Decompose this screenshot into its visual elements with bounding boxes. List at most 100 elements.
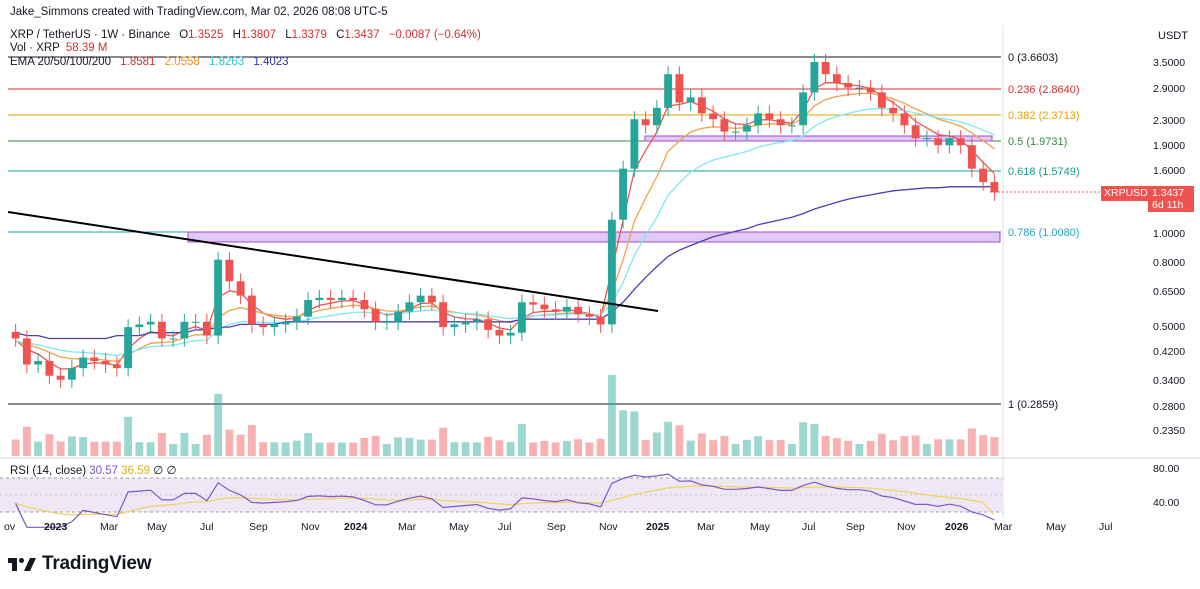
time-tick: May [147, 521, 168, 533]
fib-label-0618: 0.618 (1.5749) [1008, 166, 1080, 178]
volume-bar [697, 433, 706, 456]
candle-body [911, 125, 920, 139]
volume-bar [495, 440, 504, 456]
candle-body [45, 360, 54, 376]
volume-bar [506, 442, 515, 456]
support-zone-lower[interactable] [187, 231, 1001, 243]
candle-body [382, 321, 391, 323]
candle-body [934, 138, 943, 146]
support-zone-upper[interactable] [644, 135, 993, 142]
candle-body [652, 107, 661, 126]
tradingview-logo[interactable]: TradingView [8, 553, 152, 575]
fib-label-0236: 0.236 (2.8640) [1008, 84, 1080, 96]
candle-body [731, 131, 740, 133]
volume-bar [450, 442, 459, 456]
symbol-title[interactable]: XRP / TetherUS · 1W · Binance [10, 29, 171, 41]
volume-bar [157, 432, 166, 456]
candle-body [821, 62, 830, 75]
attribution: Jake_Simmons created with TradingView.co… [10, 6, 388, 18]
candle-body [562, 306, 571, 312]
candle-body [360, 300, 369, 310]
price-tick: 3.5000 [1153, 57, 1185, 69]
fibonacci-labels: 0 (3.6603) 0.236 (2.8640) 0.382 (2.3713)… [1008, 52, 1080, 411]
candle-body [427, 295, 436, 303]
rsi-symbol-1: ∅ [153, 465, 164, 477]
time-tick: Nov [301, 521, 320, 533]
candle-body [765, 113, 774, 120]
low-value: 1.3379 [291, 29, 327, 41]
candle-body [551, 309, 560, 312]
volume-bar [394, 437, 403, 456]
volume-bar [382, 444, 391, 456]
candle-body [22, 338, 31, 365]
time-tick: Jul [802, 521, 815, 533]
volume-bar [169, 444, 178, 456]
candle-body [866, 87, 875, 93]
candle-body [247, 295, 256, 325]
volume-bar [607, 374, 616, 456]
time-tick: Mar [994, 521, 1013, 533]
price-tick: 0.2800 [1153, 401, 1185, 413]
volume-bar [664, 421, 673, 456]
volume-bar [517, 423, 526, 456]
rsi-label[interactable]: RSI (14, close) [10, 465, 87, 477]
candle-body [754, 113, 763, 126]
candle-body [135, 324, 144, 328]
volume-bar [630, 411, 639, 456]
candle-body [349, 297, 358, 301]
volume-bar [247, 424, 256, 456]
volume-bar [124, 416, 133, 456]
symbol-line[interactable]: XRP / TetherUS · 1W · Binance O1.3525 H1… [10, 29, 481, 41]
volume-bar [439, 427, 448, 456]
volume-bar [765, 440, 774, 456]
volume-bar [225, 429, 234, 456]
candle-body [619, 168, 628, 220]
candle-body [214, 259, 223, 336]
time-tick: Sep [547, 521, 566, 533]
fib-label-0786: 0.786 (1.0080) [1008, 227, 1080, 239]
candle-body [225, 259, 234, 282]
time-axis[interactable]: ov 2023 Mar May Jul Sep Nov 2024 Mar May… [4, 521, 1112, 533]
volume-line[interactable]: Vol · XRP 58.39 M [10, 42, 107, 54]
volume-label[interactable]: Vol · XRP [10, 42, 60, 54]
volume-bar [472, 442, 481, 456]
price-axis[interactable]: 3.5000 2.9000 2.3000 1.9000 1.6000 1.000… [1153, 57, 1185, 509]
candle-body [517, 302, 526, 333]
price-tick: 2.9000 [1153, 83, 1185, 95]
candle-body [101, 360, 110, 365]
volume-bar [202, 434, 211, 456]
fibonacci-levels [8, 56, 1001, 405]
volume-bar [821, 435, 830, 456]
candle-body [877, 92, 886, 108]
volume-bar [652, 432, 661, 456]
trendline[interactable] [7, 211, 659, 312]
candle-body [281, 321, 290, 325]
candle-body [641, 119, 650, 126]
currency-label[interactable]: USDT [1158, 30, 1188, 42]
candle-body [686, 97, 695, 103]
candle-body [292, 316, 301, 322]
rsi-legend[interactable]: RSI (14, close) 30.57 36.59 ∅ ∅ [10, 463, 177, 477]
last-price-value: 1.3437 [1152, 187, 1185, 199]
candle-body [169, 338, 178, 340]
ema-label[interactable]: EMA 20/50/100/200 [10, 56, 112, 68]
close-value: 1.3437 [344, 29, 380, 41]
candle-body [56, 375, 65, 380]
rsi-pane [15, 473, 995, 528]
volume-bar [22, 426, 31, 456]
candle-body [202, 321, 211, 336]
candle-body [720, 119, 729, 132]
volume-bar [742, 439, 751, 456]
volume-bar [731, 444, 740, 456]
ema-line[interactable]: EMA 20/50/100/200 1.8581 2.0558 1.8263 1… [10, 56, 289, 68]
volume-bar [754, 436, 763, 456]
volume-bar [484, 436, 493, 456]
volume-bar [45, 434, 54, 456]
volume-bar [799, 422, 808, 456]
time-tick: 2025 [646, 521, 670, 533]
change-value: −0.0087 (−0.64%) [388, 29, 481, 41]
candle-body [450, 324, 459, 328]
price-tick: 0.3400 [1153, 375, 1185, 387]
time-tick: Mar [100, 521, 119, 533]
